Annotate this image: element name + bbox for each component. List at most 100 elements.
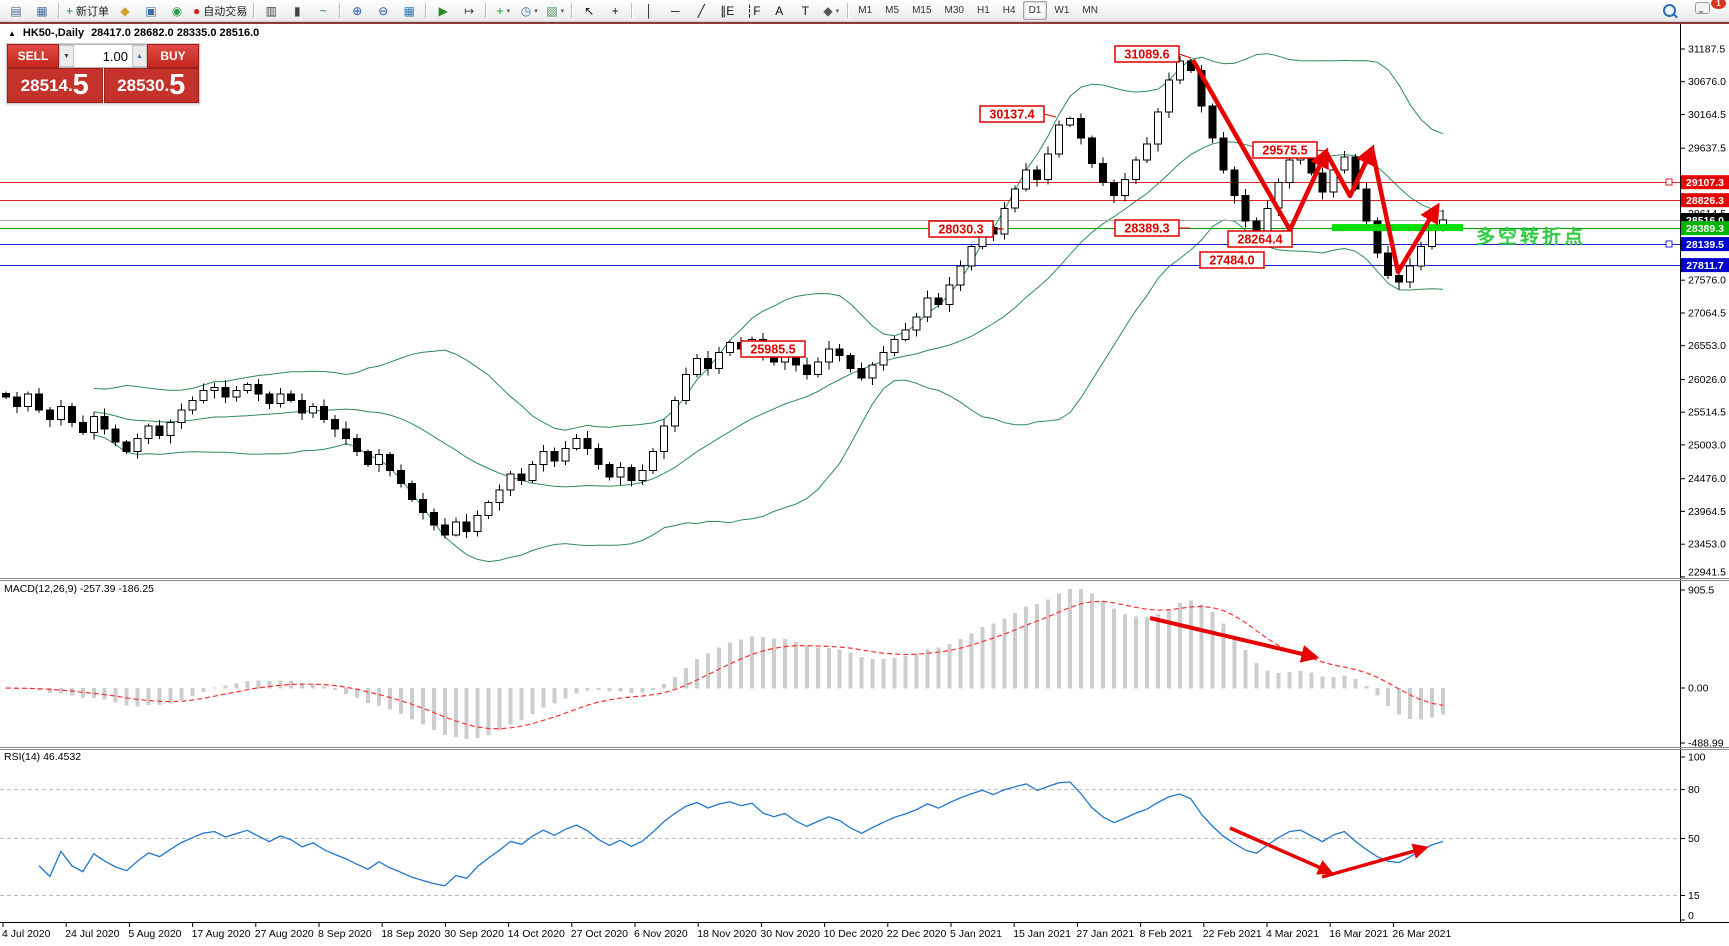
trend-arrow[interactable]: [1191, 58, 1329, 233]
autotrading-button[interactable]: ● 自动交易: [190, 2, 250, 20]
data-window-icon[interactable]: ▦: [29, 2, 55, 20]
chat-notifications-icon[interactable]: 1: [1692, 0, 1726, 20]
timeframe-button-H1[interactable]: H1: [976, 5, 990, 16]
highlighter-icon-glyph: ◆: [120, 3, 130, 18]
support-highlight-bar[interactable]: [1332, 224, 1463, 232]
sell-button[interactable]: SELL: [7, 44, 59, 68]
arrows-tool[interactable]: ◆ ▾: [818, 2, 844, 20]
vertical-line-tool[interactable]: │: [636, 2, 662, 20]
highlighter-icon[interactable]: ◆: [112, 2, 138, 20]
volume-decrease-button[interactable]: ▼: [59, 45, 74, 67]
chart-shift-icon[interactable]: ↦: [456, 2, 482, 20]
one-click-panel-toggle[interactable]: ▲: [8, 28, 16, 38]
text-tool[interactable]: A: [766, 2, 792, 20]
timeframe-button-M30[interactable]: M30: [944, 5, 964, 16]
macd-annotation-arrow[interactable]: [1149, 616, 1320, 663]
terminal-icon-glyph: ▣: [145, 3, 157, 18]
trend-arrow[interactable]: [1369, 148, 1440, 275]
price-tick-label: 27064.5: [1688, 308, 1726, 320]
sell-price-display[interactable]: 28514. 5: [7, 68, 103, 103]
volume-input[interactable]: [74, 45, 132, 67]
market-watch-icon[interactable]: ▤: [3, 2, 29, 20]
arrows-tool-dropdown-arrow[interactable]: ▾: [835, 7, 840, 15]
fibonacci-tool[interactable]: ┆F: [740, 2, 766, 20]
price-callout[interactable]: 31089.6: [1114, 45, 1180, 63]
new-chart-button-dropdown-arrow[interactable]: ▾: [506, 7, 511, 15]
timeframe-button-W1[interactable]: W1: [1054, 5, 1070, 16]
candle: [868, 362, 877, 385]
candle: [627, 464, 636, 487]
candle: [177, 403, 186, 430]
candle: [561, 441, 570, 466]
price-callout[interactable]: 28030.3: [928, 220, 994, 238]
price-tick-label: 26026.0: [1688, 374, 1726, 386]
timeframe-button-D1[interactable]: D1: [1022, 1, 1048, 20]
tile-windows-icon[interactable]: ▦: [396, 2, 422, 20]
profiles-button-dropdown-arrow[interactable]: ▾: [534, 7, 538, 15]
profiles-button[interactable]: ◷ ▾: [516, 2, 542, 20]
level-line-handle[interactable]: [1665, 240, 1673, 248]
timeframe-button-M15[interactable]: M15: [912, 5, 932, 16]
price-axis[interactable]: 31187.530676.030164.529637.529126.028614…: [1680, 24, 1729, 922]
zoom-in-icon[interactable]: ⊕: [344, 2, 370, 20]
price-callout[interactable]: 30137.4: [979, 105, 1045, 123]
candle: [276, 387, 285, 408]
panel-separators[interactable]: [0, 578, 1729, 750]
candle: [616, 461, 625, 486]
price-callout[interactable]: 28264.4: [1227, 230, 1293, 248]
timeframe-button-MN[interactable]: MN: [1082, 5, 1098, 16]
rsi-annotation-arrow[interactable]: [1229, 826, 1334, 875]
equidistant-channel-tool[interactable]: ∥E: [714, 2, 740, 20]
buy-price-display[interactable]: 28530. 5: [103, 68, 199, 103]
terminal-icon[interactable]: ▣: [138, 2, 164, 20]
timeframe-button-M1[interactable]: M1: [858, 5, 873, 16]
svg-text:28826.3: 28826.3: [1686, 195, 1724, 207]
new-chart-button[interactable]: + ▾: [490, 2, 516, 20]
line-chart-icon[interactable]: ~: [310, 2, 336, 20]
time-tick-label: 22 Feb 2021: [1203, 928, 1262, 940]
chart-template-button[interactable]: ▧ ▾: [542, 2, 568, 20]
price-callout[interactable]: 25985.5: [740, 340, 806, 358]
price-callout[interactable]: 27484.0: [1199, 251, 1265, 269]
bar-chart-icon[interactable]: ▥: [258, 2, 284, 20]
candle: [23, 391, 32, 412]
candlestick-chart-icon[interactable]: ▮: [284, 2, 310, 20]
trend-annotation-arrows[interactable]: [1191, 58, 1440, 275]
trendline-tool-glyph: ╱: [697, 3, 705, 18]
price-callout[interactable]: 29575.5: [1252, 141, 1318, 159]
candle: [693, 354, 702, 378]
timeframe-button-H4[interactable]: H4: [1002, 5, 1016, 16]
candle: [210, 383, 219, 399]
rsi-annotation-arrow[interactable]: [1321, 843, 1429, 879]
volume-increase-button[interactable]: ▲: [132, 45, 147, 67]
zoom-out-icon[interactable]: ⊖: [370, 2, 396, 20]
time-axis[interactable]: 4 Jul 2020 24 Jul 2020 5 Aug 2020 17 Aug 20…: [0, 922, 1729, 940]
candle: [221, 379, 230, 403]
search-icon[interactable]: [1656, 2, 1682, 20]
candle: [1153, 108, 1162, 152]
new-order-button[interactable]: + 新订单: [63, 2, 112, 20]
chart-title: ▲ HK50-,Daily 28417.0 28682.0 28335.0 28…: [8, 27, 259, 39]
horizontal-line-tool[interactable]: ─: [662, 2, 688, 20]
price-callouts[interactable]: 31089.6 30137.4 29575.5 28389.3 28264.4 28030…: [740, 45, 1326, 358]
candle: [166, 419, 175, 444]
crosshair-tool[interactable]: +: [602, 2, 628, 20]
buy-button[interactable]: BUY: [147, 44, 199, 68]
buy-price-int: 28530.: [117, 75, 170, 95]
candle: [857, 362, 866, 381]
level-line-handle[interactable]: [1665, 178, 1673, 186]
candle: [1406, 258, 1415, 289]
chart-template-button-dropdown-arrow[interactable]: ▾: [560, 7, 565, 15]
cursor-tool[interactable]: ↖: [576, 2, 602, 20]
candle: [67, 403, 76, 428]
price-tick-label: 23453.0: [1688, 539, 1726, 551]
auto-scroll-icon[interactable]: ▶: [430, 2, 456, 20]
candle: [440, 517, 449, 539]
trend-arrow[interactable]: [1324, 144, 1375, 199]
community-icon[interactable]: ◉: [164, 2, 190, 20]
price-callout[interactable]: 28389.3: [1114, 219, 1180, 237]
text-label-tool[interactable]: T: [792, 2, 818, 20]
trendline-tool[interactable]: ╱: [688, 2, 714, 20]
cn-turning-point-annotation[interactable]: 多空转折点: [1476, 225, 1586, 248]
timeframe-button-M5[interactable]: M5: [885, 5, 900, 16]
